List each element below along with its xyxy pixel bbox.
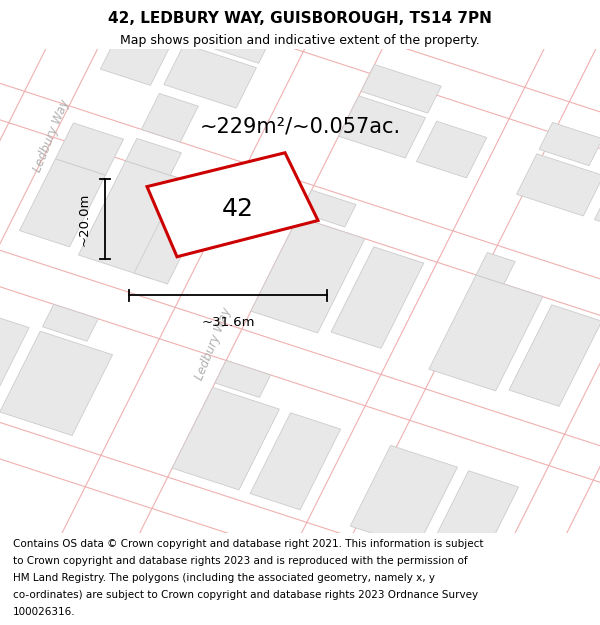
Polygon shape — [164, 44, 256, 108]
Polygon shape — [476, 253, 515, 284]
Polygon shape — [187, 8, 274, 63]
Text: Contains OS data © Crown copyright and database right 2021. This information is : Contains OS data © Crown copyright and d… — [13, 539, 484, 549]
Polygon shape — [19, 159, 106, 247]
Text: co-ordinates) are subject to Crown copyright and database rights 2023 Ordnance S: co-ordinates) are subject to Crown copyr… — [13, 590, 478, 600]
Text: 42, LEDBURY WAY, GUISBOROUGH, TS14 7PN: 42, LEDBURY WAY, GUISBOROUGH, TS14 7PN — [108, 11, 492, 26]
Text: to Crown copyright and database rights 2023 and is reproduced with the permissio: to Crown copyright and database rights 2… — [13, 556, 468, 566]
Polygon shape — [301, 190, 356, 227]
Polygon shape — [416, 121, 487, 178]
Polygon shape — [172, 388, 280, 490]
Polygon shape — [595, 179, 600, 236]
Polygon shape — [361, 64, 441, 113]
Polygon shape — [428, 471, 518, 568]
Polygon shape — [100, 24, 173, 86]
Polygon shape — [79, 161, 198, 279]
Polygon shape — [539, 122, 600, 166]
Polygon shape — [350, 446, 457, 548]
Polygon shape — [147, 152, 318, 257]
Polygon shape — [517, 154, 600, 216]
Text: Ledbury Way: Ledbury Way — [31, 98, 71, 174]
Text: Map shows position and indicative extent of the property.: Map shows position and indicative extent… — [120, 34, 480, 47]
Polygon shape — [251, 217, 365, 333]
Polygon shape — [125, 138, 181, 175]
Text: ~20.0m: ~20.0m — [77, 192, 91, 246]
Text: HM Land Registry. The polygons (including the associated geometry, namely x, y: HM Land Registry. The polygons (includin… — [13, 573, 435, 583]
Text: Ledbury Way: Ledbury Way — [193, 306, 233, 382]
Polygon shape — [331, 247, 424, 348]
Text: ~31.6m: ~31.6m — [201, 316, 255, 329]
Polygon shape — [43, 304, 98, 341]
Polygon shape — [0, 331, 113, 436]
Polygon shape — [429, 275, 543, 391]
Polygon shape — [125, 0, 191, 36]
Text: 42: 42 — [222, 197, 254, 221]
Polygon shape — [0, 311, 29, 408]
Polygon shape — [509, 305, 600, 406]
Text: ~229m²/~0.057ac.: ~229m²/~0.057ac. — [199, 116, 401, 136]
Text: 100026316.: 100026316. — [13, 608, 76, 618]
Polygon shape — [338, 96, 425, 158]
Polygon shape — [250, 412, 341, 510]
Polygon shape — [215, 361, 271, 398]
Polygon shape — [55, 123, 124, 175]
Polygon shape — [142, 94, 198, 142]
Polygon shape — [134, 179, 215, 284]
